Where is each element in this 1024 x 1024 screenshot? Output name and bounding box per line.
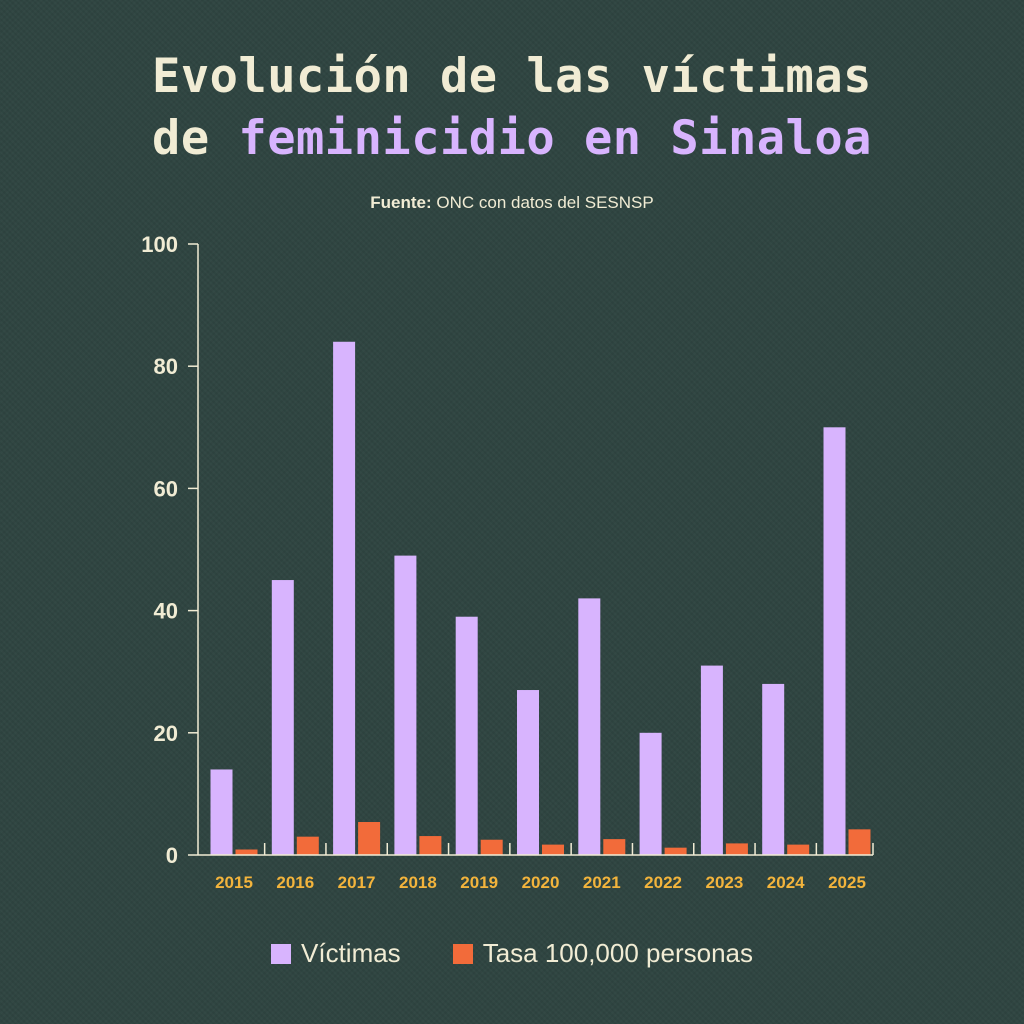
legend: Víctimas Tasa 100,000 personas [0, 938, 1024, 969]
y-tick-label-0: 0 [166, 843, 178, 868]
x-tick-label-2017: 2017 [338, 873, 376, 892]
x-tick-label-2021: 2021 [583, 873, 621, 892]
legend-label-victimas: Víctimas [301, 938, 401, 968]
bar-tasa-2025 [848, 829, 871, 855]
legend-item-tasa: Tasa 100,000 personas [452, 938, 753, 969]
source-caption: Fuente: ONC con datos del SESNSP [0, 193, 1024, 213]
title-line-2-prefix: de [152, 111, 239, 166]
bar-tasa-2016 [296, 836, 319, 855]
y-tick-label-60: 60 [154, 476, 178, 501]
bar-victimas-2021 [578, 598, 601, 855]
bar-tasa-2024 [787, 844, 810, 855]
y-tick-label-100: 100 [141, 232, 178, 257]
y-tick-label-20: 20 [154, 721, 178, 746]
bar-victimas-2020 [517, 690, 539, 855]
bar-victimas-2016 [271, 580, 294, 855]
x-tick-label-2024: 2024 [767, 873, 805, 892]
legend-item-victimas: Víctimas [271, 938, 401, 969]
bar-victimas-2022 [639, 732, 662, 855]
x-tick-label-2023: 2023 [705, 873, 743, 892]
bar-tasa-2023 [725, 843, 748, 855]
bar-victimas-2023 [700, 665, 723, 855]
title-line-1: Evolución de las víctimas [152, 49, 872, 104]
y-tick-label-40: 40 [154, 599, 178, 624]
source-text: ONC con datos del SESNSP [431, 193, 654, 212]
bar-tasa-2018 [419, 836, 442, 855]
bar-victimas-2025 [823, 427, 846, 855]
legend-swatch-tasa [452, 943, 473, 964]
x-tick-label-2015: 2015 [215, 873, 253, 892]
x-tick-label-2019: 2019 [460, 873, 498, 892]
bar-tasa-2021 [603, 839, 626, 855]
x-tick-label-2022: 2022 [644, 873, 682, 892]
bar-victimas-2018 [394, 555, 417, 855]
chart-title: Evolución de las víctimas de feminicidio… [0, 46, 1024, 170]
bar-tasa-2017 [358, 822, 381, 855]
title-line-2-accent: feminicidio en Sinaloa [238, 111, 872, 166]
x-tick-label-2018: 2018 [399, 873, 437, 892]
bar-tasa-2020 [542, 844, 564, 855]
bar-tasa-2022 [664, 847, 687, 855]
bar-tasa-2019 [480, 839, 503, 855]
x-tick-label-2025: 2025 [828, 873, 866, 892]
x-tick-label-2020: 2020 [522, 873, 560, 892]
bar-victimas-2024 [762, 683, 785, 855]
y-tick-label-80: 80 [154, 354, 178, 379]
bar-victimas-2019 [455, 616, 478, 855]
bar-tasa-2015 [235, 849, 258, 855]
bar-victimas-2017 [333, 341, 356, 855]
source-label: Fuente: [370, 193, 432, 212]
legend-label-tasa: Tasa 100,000 personas [482, 938, 753, 968]
x-tick-label-2016: 2016 [276, 873, 314, 892]
legend-swatch-victimas [271, 943, 291, 964]
bar-victimas-2015 [210, 769, 233, 855]
